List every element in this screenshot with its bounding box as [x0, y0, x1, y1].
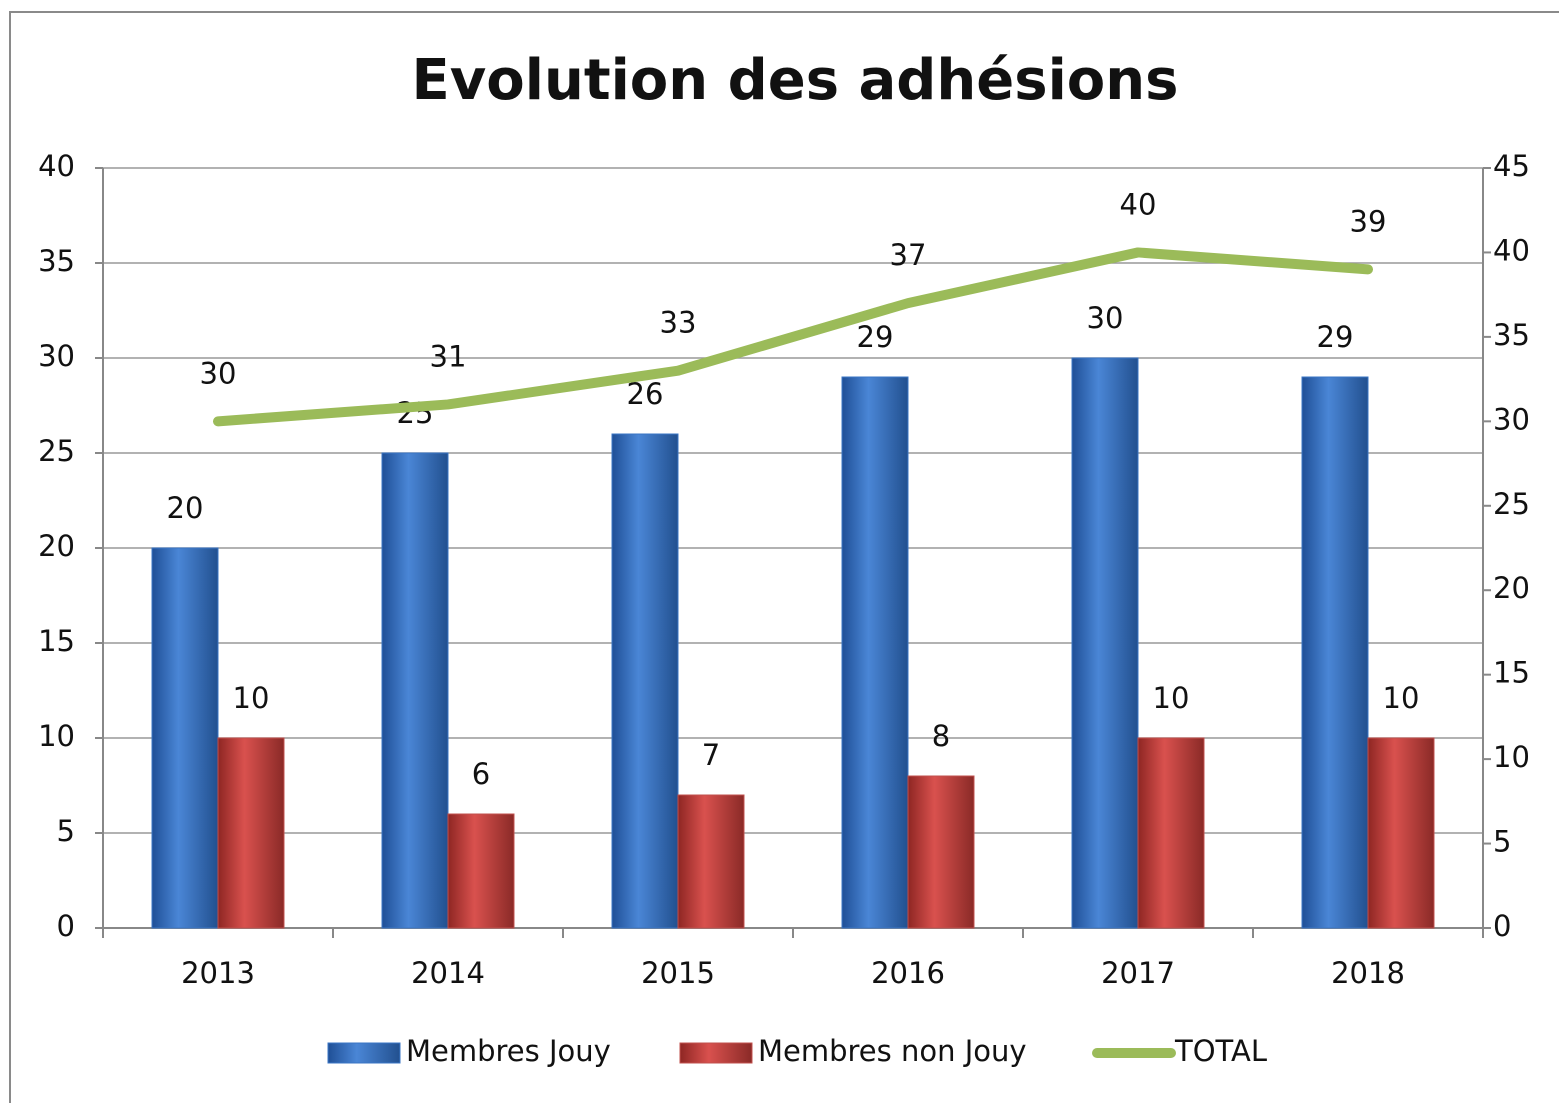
y2-tick-label: 5 [1493, 825, 1511, 859]
data-label: 26 [627, 377, 664, 411]
y2-tick-label: 20 [1493, 571, 1530, 605]
y2-tick-label: 15 [1493, 656, 1530, 690]
y-tick-label: 35 [38, 244, 75, 278]
bar [1301, 376, 1369, 929]
bar [907, 775, 975, 929]
data-label: 10 [1153, 681, 1190, 715]
data-label: 29 [857, 320, 894, 354]
legend-label: Membres Jouy [406, 1034, 611, 1068]
x-tick-label: 2016 [871, 956, 945, 990]
y2-tick-label: 0 [1493, 909, 1511, 943]
data-label: 37 [890, 238, 927, 272]
data-label: 33 [660, 306, 697, 340]
y-tick-label: 15 [38, 624, 75, 658]
data-label: 7 [702, 738, 720, 772]
legend-swatch [327, 1042, 401, 1064]
data-label: 10 [233, 681, 270, 715]
y-tick-label: 30 [38, 339, 75, 373]
data-label: 31 [430, 339, 467, 373]
line [213, 247, 1373, 427]
bar [1367, 737, 1435, 929]
y-tick-label: 10 [38, 719, 75, 753]
x-tick-label: 2015 [641, 956, 715, 990]
data-label: 30 [1087, 301, 1124, 335]
x-tick-label: 2014 [411, 956, 485, 990]
bar [611, 433, 679, 929]
data-label: 39 [1350, 204, 1387, 238]
y2-tick-label: 10 [1493, 740, 1530, 774]
data-label: 30 [200, 356, 237, 390]
data-label: 29 [1317, 320, 1354, 354]
y-tick-label: 5 [57, 814, 75, 848]
bar [447, 813, 515, 929]
data-label: 40 [1120, 187, 1157, 221]
y-tick-label: 0 [57, 909, 75, 943]
data-label: 20 [167, 491, 204, 525]
bar [841, 376, 909, 929]
y2-tick-label: 40 [1493, 233, 1530, 267]
y2-tick-label: 25 [1493, 487, 1530, 521]
x-tick-label: 2017 [1101, 956, 1175, 990]
legend-label: TOTAL [1174, 1034, 1267, 1068]
bar [151, 547, 219, 929]
bar [217, 737, 285, 929]
legend-label: Membres non Jouy [758, 1034, 1027, 1068]
legend-swatch [679, 1042, 753, 1064]
y-tick-label: 40 [38, 149, 75, 183]
chart-title: Evolution des adhésions [412, 48, 1179, 113]
y-tick-label: 25 [38, 434, 75, 468]
bar [1137, 737, 1205, 929]
y2-tick-label: 45 [1493, 149, 1530, 183]
data-label: 6 [472, 757, 490, 791]
y2-tick-label: 30 [1493, 402, 1530, 436]
data-label: 8 [932, 719, 950, 753]
x-tick-label: 2018 [1331, 956, 1405, 990]
bar [1071, 357, 1139, 929]
y2-tick-label: 35 [1493, 318, 1530, 352]
bar [677, 794, 745, 929]
data-label: 10 [1383, 681, 1420, 715]
bar [381, 452, 449, 929]
x-tick-label: 2013 [181, 956, 255, 990]
y-tick-label: 20 [38, 529, 75, 563]
